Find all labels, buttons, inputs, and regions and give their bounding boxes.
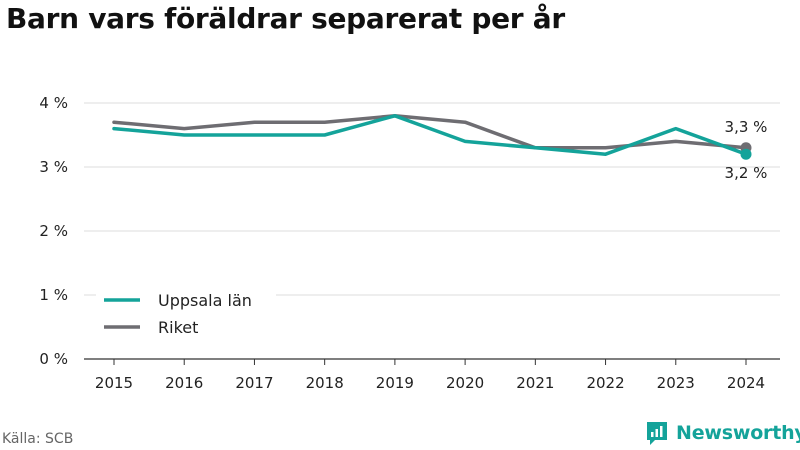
legend-background [96,285,276,345]
y-tick-label: 2 % [39,222,68,240]
y-tick-label: 1 % [39,286,68,304]
end-point-uppsala [740,148,752,160]
y-tick-label: 4 % [39,94,68,112]
end-label-uppsala: 3,2 % [725,164,768,182]
chart-title: Barn vars föräldrar separerat per år [6,2,565,35]
x-tick-label: 2020 [446,374,484,392]
y-tick-label: 0 % [39,350,68,368]
x-tick-label: 2024 [727,374,765,392]
x-tick-label: 2021 [516,374,554,392]
x-tick-label: 2019 [376,374,414,392]
series-line-riket [112,114,748,150]
x-tick-label: 2022 [586,374,624,392]
end-label-riket: 3,3 % [725,118,768,136]
brand-logo: Newsworthy [645,420,800,446]
source-note: Källa: SCB [2,431,74,447]
series-line-uppsala [112,114,748,156]
brand-name: Newsworthy [676,422,800,444]
legend-label-uppsala: Uppsala län [158,291,252,310]
x-tick-label: 2018 [306,374,344,392]
y-tick-label: 3 % [39,158,68,176]
x-tick-label: 2017 [235,374,273,392]
x-tick-label: 2015 [95,374,133,392]
x-tick-label: 2023 [657,374,695,392]
newsworthy-logo-icon [647,422,667,445]
legend-label-riket: Riket [158,318,198,337]
x-tick-label: 2016 [165,374,203,392]
